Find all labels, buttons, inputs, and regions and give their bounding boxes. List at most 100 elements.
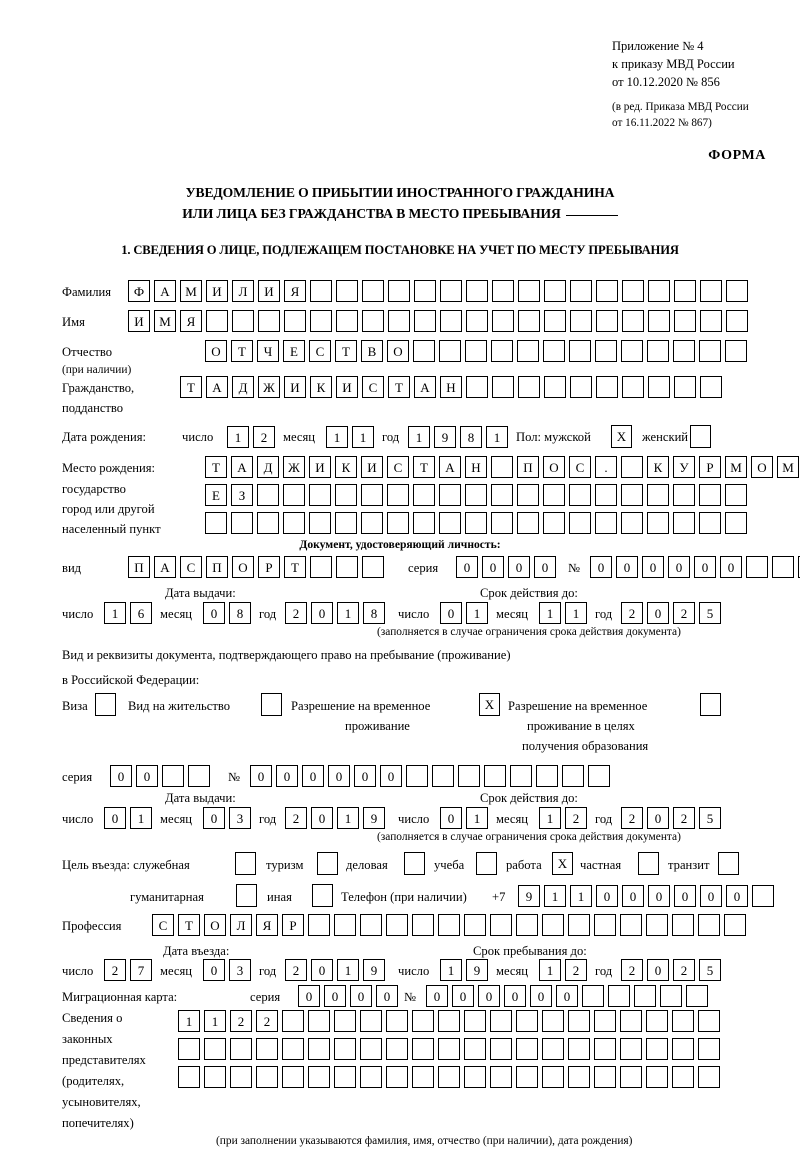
char-cell[interactable]: 1 [326,426,348,448]
char-cell[interactable] [361,512,383,534]
char-cell[interactable] [726,310,748,332]
char-cell[interactable]: Т [180,376,202,398]
char-cell[interactable]: К [647,456,669,478]
char-cell[interactable]: 0 [440,807,462,829]
char-cell[interactable] [516,1066,538,1088]
char-cell[interactable]: 0 [534,556,556,578]
char-cell[interactable] [634,985,656,1007]
char-cell[interactable] [414,280,436,302]
char-cell[interactable] [620,1010,642,1032]
char-cell[interactable] [464,1010,486,1032]
char-cell[interactable]: З [231,484,253,506]
char-cell[interactable] [517,340,539,362]
char-cell[interactable] [621,512,643,534]
char-cell[interactable] [387,484,409,506]
purpose-work-checkbox[interactable]: X [552,852,573,875]
char-cell[interactable]: 5 [699,602,721,624]
legal-rep-input-row-2[interactable] [178,1038,720,1060]
char-cell[interactable] [646,914,668,936]
char-cell[interactable]: П [128,556,150,578]
char-cell[interactable] [360,1010,382,1032]
char-cell[interactable]: 1 [178,1010,200,1032]
char-cell[interactable] [362,310,384,332]
char-cell[interactable] [412,914,434,936]
char-cell[interactable] [284,310,306,332]
char-cell[interactable]: Я [284,280,306,302]
temp-edu-checkbox[interactable] [700,693,721,716]
char-cell[interactable]: 2 [256,1010,278,1032]
char-cell[interactable] [308,1066,330,1088]
char-cell[interactable]: М [180,280,202,302]
char-cell[interactable] [492,280,514,302]
char-cell[interactable] [464,914,486,936]
char-cell[interactable] [492,376,514,398]
char-cell[interactable] [432,765,454,787]
char-cell[interactable]: Т [335,340,357,362]
char-cell[interactable]: 0 [298,985,320,1007]
char-cell[interactable] [596,376,618,398]
char-cell[interactable]: Ф [128,280,150,302]
char-cell[interactable]: 0 [136,765,158,787]
char-cell[interactable] [439,484,461,506]
sex-female-checkbox[interactable] [690,425,711,448]
char-cell[interactable]: 0 [104,807,126,829]
char-cell[interactable] [204,1038,226,1060]
char-cell[interactable] [673,512,695,534]
char-cell[interactable] [308,1038,330,1060]
char-cell[interactable] [205,512,227,534]
char-cell[interactable]: 0 [668,556,690,578]
char-cell[interactable] [594,1038,616,1060]
char-cell[interactable]: 1 [486,426,508,448]
char-cell[interactable] [282,1066,304,1088]
char-cell[interactable]: 5 [699,807,721,829]
char-cell[interactable]: С [569,456,591,478]
char-cell[interactable]: К [310,376,332,398]
char-cell[interactable] [608,985,630,1007]
char-cell[interactable] [595,340,617,362]
char-cell[interactable] [569,484,591,506]
char-cell[interactable]: 2 [285,959,307,981]
char-cell[interactable]: И [258,280,280,302]
char-cell[interactable] [648,280,670,302]
char-cell[interactable]: 0 [508,556,530,578]
char-cell[interactable]: Т [178,914,200,936]
char-cell[interactable]: Р [282,914,304,936]
char-cell[interactable] [336,280,358,302]
char-cell[interactable]: 0 [596,885,618,907]
char-cell[interactable]: 2 [621,602,643,624]
char-cell[interactable]: 2 [621,807,643,829]
char-cell[interactable]: 0 [452,985,474,1007]
char-cell[interactable]: Т [413,456,435,478]
char-cell[interactable]: А [439,456,461,478]
char-cell[interactable]: С [180,556,202,578]
char-cell[interactable]: Е [205,484,227,506]
char-cell[interactable] [283,512,305,534]
char-cell[interactable]: 1 [130,807,152,829]
char-cell[interactable] [361,484,383,506]
char-cell[interactable]: 2 [673,602,695,624]
char-cell[interactable] [257,484,279,506]
char-cell[interactable]: 1 [440,959,462,981]
char-cell[interactable] [438,1066,460,1088]
legal-rep-input-row-3[interactable] [178,1066,720,1088]
char-cell[interactable] [562,765,584,787]
char-cell[interactable] [440,310,462,332]
char-cell[interactable] [772,556,794,578]
char-cell[interactable] [490,914,512,936]
char-cell[interactable] [726,280,748,302]
char-cell[interactable]: Ч [257,340,279,362]
char-cell[interactable]: 0 [622,885,644,907]
char-cell[interactable] [206,310,228,332]
char-cell[interactable]: . [595,456,617,478]
